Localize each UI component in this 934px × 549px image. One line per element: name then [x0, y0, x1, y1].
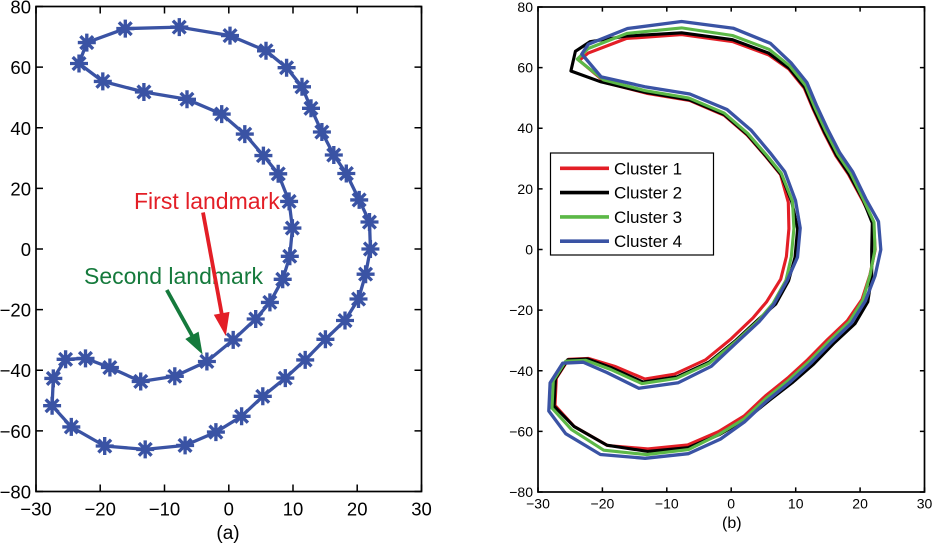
svg-text:20: 20: [10, 178, 31, 199]
svg-text:−40: −40: [0, 360, 31, 381]
svg-text:−80: −80: [509, 484, 533, 500]
svg-text:0: 0: [727, 496, 735, 512]
svg-text:−10: −10: [655, 496, 679, 512]
svg-text:10: 10: [788, 496, 804, 512]
svg-text:80: 80: [10, 0, 31, 18]
svg-text:(a): (a): [216, 523, 239, 544]
svg-text:60: 60: [517, 60, 533, 76]
svg-text:40: 40: [517, 120, 533, 136]
svg-text:−20: −20: [509, 302, 533, 318]
svg-text:0: 0: [224, 499, 234, 520]
svg-text:−20: −20: [0, 300, 31, 321]
svg-text:30: 30: [411, 499, 432, 520]
svg-text:10: 10: [283, 499, 304, 520]
svg-text:80: 80: [517, 0, 533, 15]
svg-text:60: 60: [10, 57, 31, 78]
svg-text:Cluster 2: Cluster 2: [614, 184, 682, 203]
svg-text:20: 20: [517, 181, 533, 197]
svg-text:−60: −60: [0, 421, 31, 442]
svg-text:0: 0: [21, 239, 31, 260]
svg-text:Cluster 4: Cluster 4: [614, 232, 682, 251]
svg-text:−10: −10: [149, 499, 180, 520]
svg-text:20: 20: [347, 499, 368, 520]
svg-text:(b): (b): [722, 515, 742, 532]
svg-text:−40: −40: [509, 363, 533, 379]
svg-text:40: 40: [10, 118, 31, 139]
svg-text:−30: −30: [526, 496, 550, 512]
svg-text:30: 30: [917, 496, 933, 512]
svg-text:Cluster 3: Cluster 3: [614, 208, 682, 227]
svg-text:0: 0: [525, 242, 533, 258]
svg-text:Cluster 1: Cluster 1: [614, 159, 682, 178]
svg-text:−20: −20: [85, 499, 116, 520]
svg-text:−20: −20: [591, 496, 615, 512]
svg-text:−60: −60: [509, 423, 533, 439]
svg-text:−80: −80: [0, 482, 31, 503]
svg-text:First landmark: First landmark: [134, 188, 280, 214]
svg-text:−30: −30: [20, 499, 51, 520]
svg-text:Second landmark: Second landmark: [84, 263, 263, 289]
svg-text:20: 20: [852, 496, 868, 512]
